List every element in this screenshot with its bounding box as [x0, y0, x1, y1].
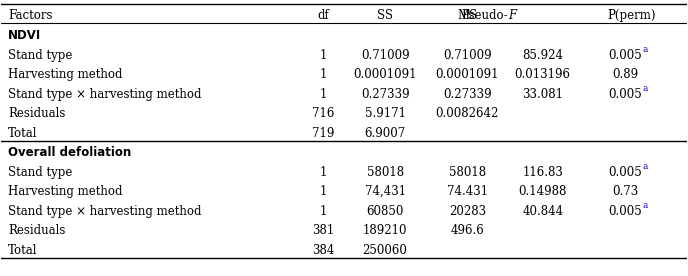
Text: 58018: 58018	[449, 166, 486, 179]
Text: 0.005: 0.005	[608, 87, 642, 100]
Text: 0.0001091: 0.0001091	[436, 68, 499, 81]
Text: Stand type × harvesting method: Stand type × harvesting method	[8, 87, 202, 100]
Text: 0.89: 0.89	[612, 68, 638, 81]
Text: 1: 1	[320, 87, 327, 100]
Text: SS: SS	[377, 9, 393, 22]
Text: a: a	[642, 162, 647, 171]
Text: 0.27339: 0.27339	[361, 87, 409, 100]
Text: 5.9171: 5.9171	[365, 107, 406, 120]
Text: df: df	[318, 9, 330, 22]
Text: 85.924: 85.924	[522, 49, 563, 62]
Text: 0.0001091: 0.0001091	[354, 68, 417, 81]
Text: 0.71009: 0.71009	[361, 49, 409, 62]
Text: 60850: 60850	[367, 205, 404, 218]
Text: 0.005: 0.005	[608, 49, 642, 62]
Text: 1: 1	[320, 205, 327, 218]
Text: 33.081: 33.081	[522, 87, 563, 100]
Text: 250060: 250060	[363, 244, 407, 257]
Text: Harvesting method: Harvesting method	[8, 68, 122, 81]
Text: 719: 719	[312, 127, 334, 140]
Text: 58018: 58018	[367, 166, 404, 179]
Text: 1: 1	[320, 68, 327, 81]
Text: 0.0082642: 0.0082642	[436, 107, 499, 120]
Text: 0.005: 0.005	[608, 205, 642, 218]
Text: 1: 1	[320, 166, 327, 179]
Text: 0.005: 0.005	[608, 166, 642, 179]
Text: 0.71009: 0.71009	[443, 49, 492, 62]
Text: 74,431: 74,431	[365, 185, 406, 198]
Text: 40.844: 40.844	[522, 205, 563, 218]
Text: MS: MS	[458, 9, 477, 22]
Text: 189210: 189210	[363, 224, 407, 237]
Text: 384: 384	[312, 244, 334, 257]
Text: 20283: 20283	[449, 205, 486, 218]
Text: 74.431: 74.431	[447, 185, 488, 198]
Text: a: a	[642, 84, 647, 93]
Text: F: F	[508, 9, 517, 22]
Text: NDVI: NDVI	[8, 29, 41, 42]
Text: Stand type: Stand type	[8, 166, 73, 179]
Text: Factors: Factors	[8, 9, 53, 22]
Text: 0.73: 0.73	[612, 185, 638, 198]
Text: a: a	[642, 45, 647, 54]
Text: P(perm): P(perm)	[608, 9, 656, 22]
Text: Stand type: Stand type	[8, 49, 73, 62]
Text: Pseudo-: Pseudo-	[462, 9, 508, 22]
Text: Stand type × harvesting method: Stand type × harvesting method	[8, 205, 202, 218]
Text: 716: 716	[312, 107, 334, 120]
Text: 0.27339: 0.27339	[443, 87, 492, 100]
Text: 116.83: 116.83	[522, 166, 563, 179]
Text: Harvesting method: Harvesting method	[8, 185, 122, 198]
Text: 0.14988: 0.14988	[519, 185, 567, 198]
Text: 6.9007: 6.9007	[365, 127, 406, 140]
Text: Residuals: Residuals	[8, 224, 65, 237]
Text: 1: 1	[320, 185, 327, 198]
Text: 496.6: 496.6	[451, 224, 484, 237]
Text: Total: Total	[8, 244, 38, 257]
Text: Overall defoliation: Overall defoliation	[8, 146, 131, 159]
Text: 0.013196: 0.013196	[515, 68, 571, 81]
Text: 381: 381	[312, 224, 334, 237]
Text: a: a	[642, 201, 647, 210]
Text: 1: 1	[320, 49, 327, 62]
Text: Total: Total	[8, 127, 38, 140]
Text: Residuals: Residuals	[8, 107, 65, 120]
